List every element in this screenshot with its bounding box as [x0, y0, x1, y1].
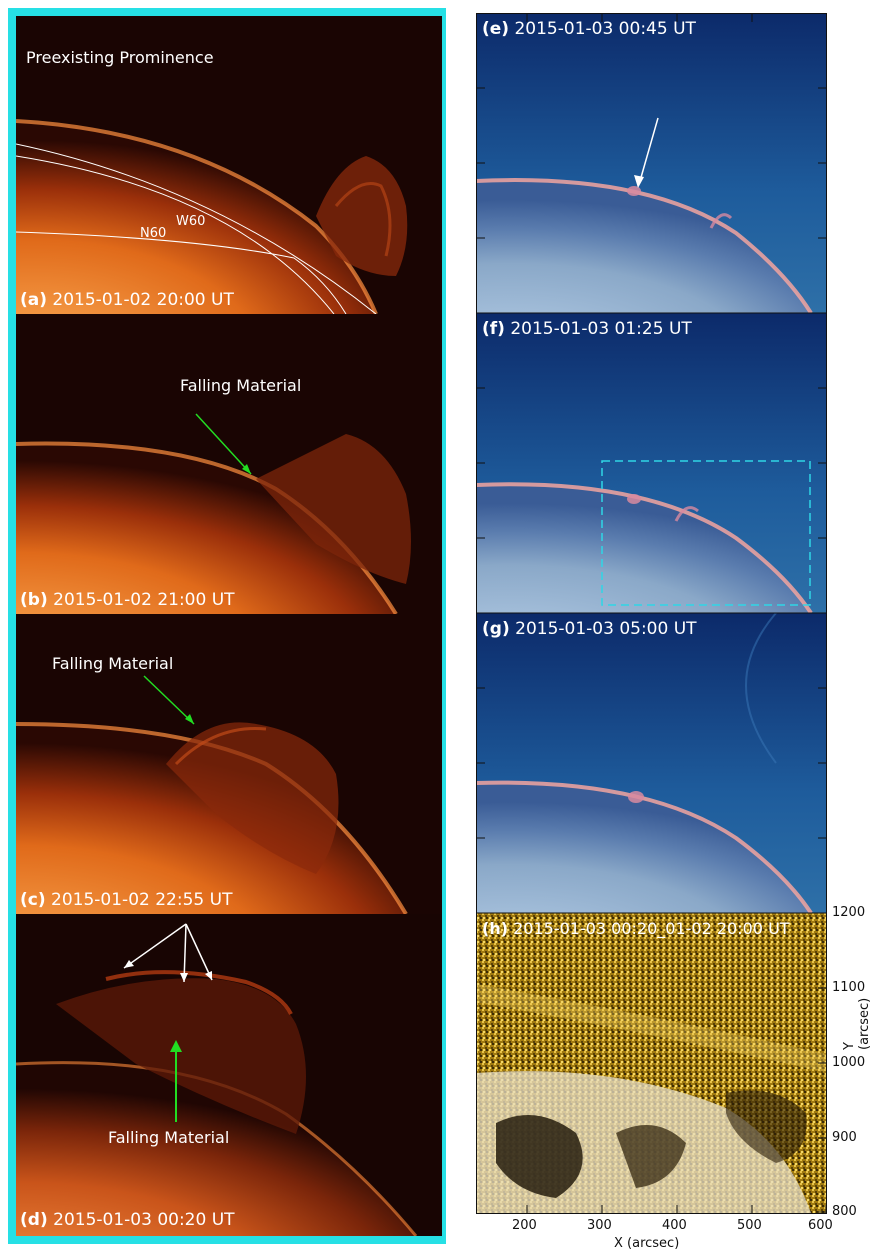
panel-c-letter: (c)	[20, 890, 46, 910]
panel-d-label: (d) 2015-01-03 00:20 UT	[20, 1210, 235, 1230]
panel-e-label: (e) 2015-01-03 00:45 UT	[482, 19, 696, 39]
panel-d-letter: (d)	[20, 1210, 48, 1230]
y-axis-label: Y (arcsec)	[842, 997, 872, 1050]
panel-h: (h) 2015-01-03 00:20_01-02 20:00 UT	[476, 913, 826, 1213]
panel-b: Falling Material (b) 2015-01-02 21:00 UT	[16, 314, 442, 614]
panel-g-letter: (g)	[482, 619, 510, 639]
annotation-falling-material-b: Falling Material	[180, 376, 302, 395]
panel-c-label: (c) 2015-01-02 22:55 UT	[20, 890, 232, 910]
panel-c: Falling Material (c) 2015-01-02 22:55 UT	[16, 614, 442, 914]
y-tick-1000: 1000	[832, 1055, 866, 1070]
y-tick-900: 900	[832, 1130, 857, 1145]
x-tick-600: 600	[808, 1218, 833, 1233]
panel-f-letter: (f)	[482, 319, 505, 339]
panel-e: (e) 2015-01-03 00:45 UT	[476, 13, 826, 313]
y-tick-1200: 1200	[832, 905, 866, 920]
panel-h-time: 2015-01-03 00:20_01-02 20:00 UT	[513, 919, 790, 938]
grid-label-n60: N60	[140, 226, 167, 241]
panel-b-letter: (b)	[20, 590, 48, 610]
x-tick-200: 200	[512, 1218, 537, 1233]
panel-f-time: 2015-01-03 01:25 UT	[510, 319, 692, 339]
panel-f: (f) 2015-01-03 01:25 UT	[476, 313, 826, 613]
panel-c-time: 2015-01-02 22:55 UT	[51, 890, 233, 910]
y-tick-1100: 1100	[832, 980, 866, 995]
panel-g-time: 2015-01-03 05:00 UT	[515, 619, 697, 639]
panel-b-label: (b) 2015-01-02 21:00 UT	[20, 590, 235, 610]
panel-d-time: 2015-01-03 00:20 UT	[53, 1210, 235, 1230]
panel-a: Preexisting Prominence W60 N60 (a) 2015-…	[16, 16, 442, 314]
x-axis-label: X (arcsec)	[614, 1236, 680, 1251]
grid-label-w60: W60	[176, 214, 206, 229]
x-tick-300: 300	[587, 1218, 612, 1233]
annotation-falling-material-c: Falling Material	[52, 654, 174, 673]
annotation-falling-material-d: Falling Material	[108, 1128, 230, 1147]
x-tick-500: 500	[737, 1218, 762, 1233]
panel-a-letter: (a)	[20, 290, 48, 310]
panel-f-label: (f) 2015-01-03 01:25 UT	[482, 319, 692, 339]
panel-g-label: (g) 2015-01-03 05:00 UT	[482, 619, 697, 639]
panel-a-time: 2015-01-02 20:00 UT	[52, 290, 234, 310]
panel-e-letter: (e)	[482, 19, 510, 39]
x-tick-400: 400	[662, 1218, 687, 1233]
panel-a-label: (a) 2015-01-02 20:00 UT	[20, 290, 234, 310]
panel-d: Falling Material (d) 2015-01-03 00:20 UT	[16, 914, 442, 1236]
panel-g: (g) 2015-01-03 05:00 UT	[476, 613, 826, 913]
y-tick-800: 800	[832, 1204, 857, 1219]
panel-h-letter: (h)	[482, 919, 509, 938]
panel-e-time: 2015-01-03 00:45 UT	[514, 19, 696, 39]
panel-h-label: (h) 2015-01-03 00:20_01-02 20:00 UT	[482, 919, 790, 938]
annotation-preexisting-prominence: Preexisting Prominence	[26, 48, 214, 67]
panel-b-time: 2015-01-02 21:00 UT	[53, 590, 235, 610]
